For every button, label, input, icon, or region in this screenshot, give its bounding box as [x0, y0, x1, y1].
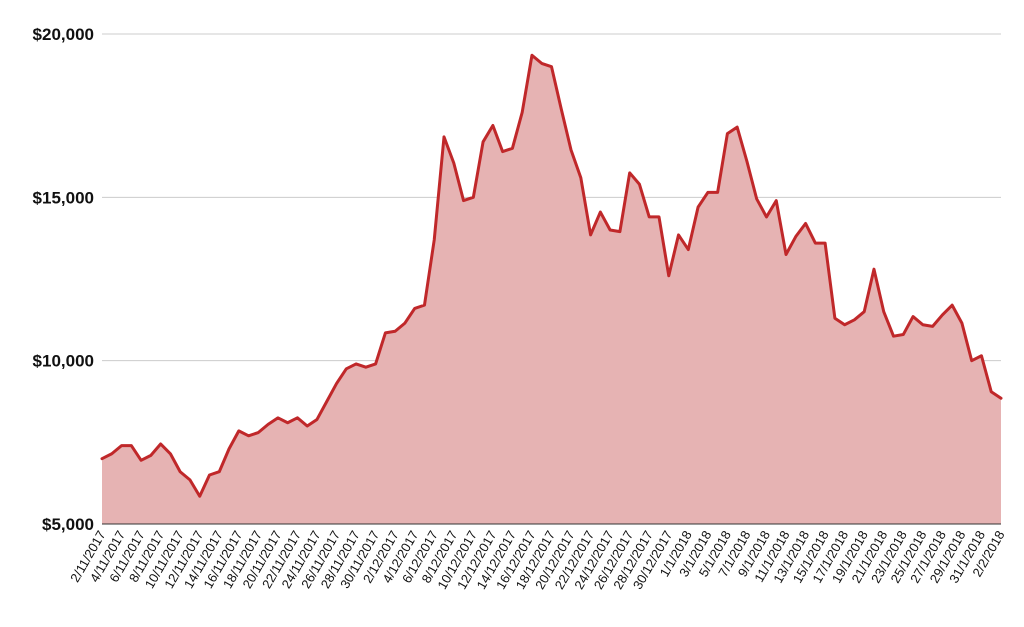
x-axis: 2/11/20174/11/20176/11/20178/11/201710/1…: [67, 528, 1007, 592]
y-axis: $5,000 $10,000 $15,000 $20,000: [33, 25, 94, 534]
y-tick-label: $15,000: [33, 188, 94, 207]
y-tick-label: $10,000: [33, 352, 94, 371]
series-line: [100, 53, 1003, 498]
y-tick-label: $20,000: [33, 25, 94, 44]
y-tick-label: $5,000: [42, 515, 94, 534]
area-fill: [102, 55, 1001, 524]
series-area: [100, 53, 1003, 525]
